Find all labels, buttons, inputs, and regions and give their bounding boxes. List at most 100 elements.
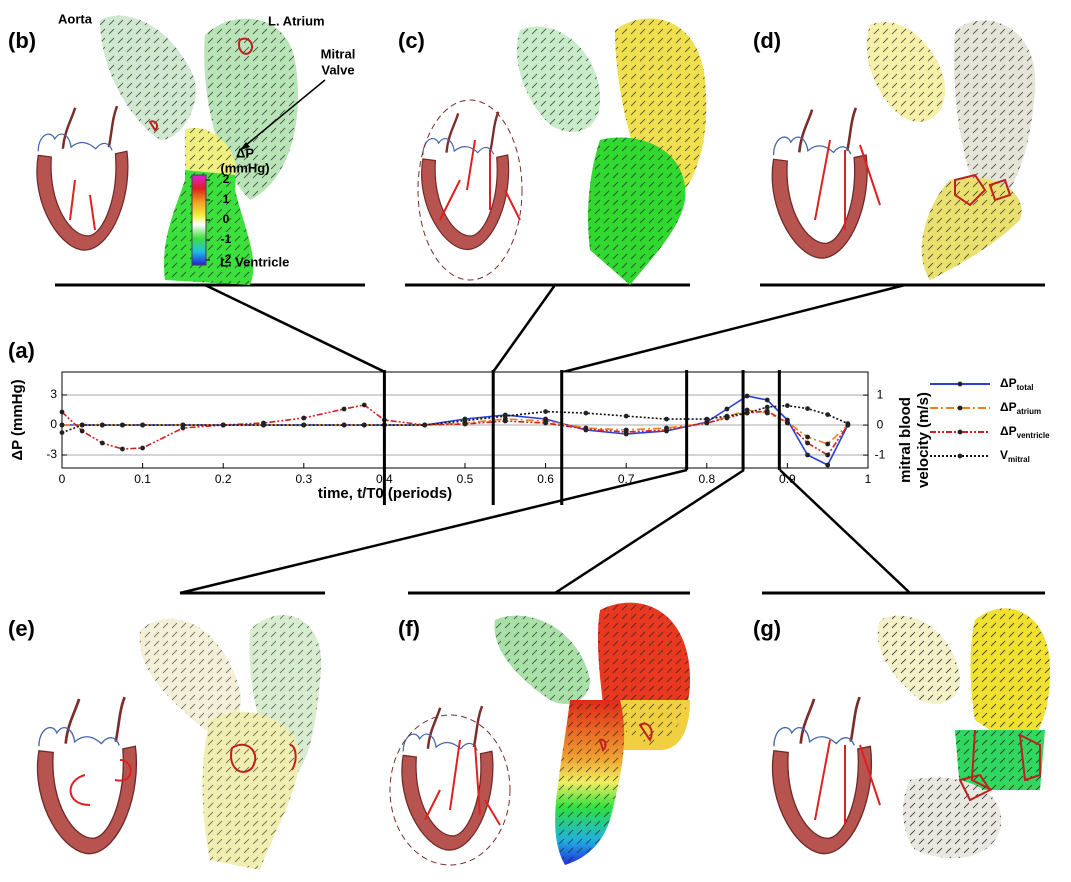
series-point	[503, 414, 508, 419]
series-point	[342, 407, 347, 412]
series-point	[845, 421, 850, 426]
x-tick-label: 0.2	[215, 472, 232, 486]
series-point	[584, 411, 589, 416]
panel-label: (b)	[8, 28, 36, 53]
legend-point	[958, 382, 963, 387]
colorbar-tick-label: 1	[223, 192, 230, 206]
series-point	[785, 403, 790, 408]
panel-label: (f)	[398, 616, 420, 641]
legend-point	[958, 406, 963, 411]
series-point	[301, 423, 306, 428]
series-point	[745, 394, 750, 399]
series-point	[342, 423, 347, 428]
series-point	[261, 423, 266, 428]
series-point	[785, 421, 790, 426]
series-point	[745, 411, 750, 416]
x-tick-label: 0.8	[698, 472, 715, 486]
colorbar-tick-label: -2	[221, 252, 232, 266]
legend-label: ΔPatrium	[1000, 400, 1041, 416]
series-point	[503, 419, 508, 424]
series-point	[463, 418, 468, 423]
series-point	[825, 463, 830, 468]
series-point	[80, 429, 85, 434]
annotation: Mitral	[321, 46, 356, 61]
series-point	[704, 417, 709, 422]
heart-schematic	[773, 697, 872, 854]
series-point	[584, 427, 589, 432]
series-point	[422, 423, 427, 428]
legend-sub: ventricle	[1017, 431, 1050, 440]
series-point	[362, 403, 367, 408]
series-point	[624, 414, 629, 419]
x-tick-label: 0.1	[134, 472, 151, 486]
x-tick-label: 0.5	[457, 472, 474, 486]
panel-label: (d)	[753, 28, 781, 53]
x-tick-label: 0.3	[295, 472, 312, 486]
series-point	[805, 453, 810, 458]
figure: (b) (c) (d) (e) (f) (g) (a) Aorta L. Atr…	[0, 0, 1071, 877]
series-point	[100, 423, 105, 428]
annotation: L. Atrium	[268, 13, 325, 28]
series-point	[543, 409, 548, 414]
colorbar-title: ΔP	[236, 145, 254, 160]
series-point	[100, 441, 105, 446]
legend-label: Vmitral	[1000, 448, 1030, 464]
heart-schematic	[422, 112, 509, 250]
series-point	[181, 423, 186, 428]
y-tick-label: -3	[46, 447, 57, 461]
colorbar-tick-label: -1	[221, 232, 232, 246]
legend-label: ΔPtotal	[1000, 376, 1034, 392]
heart-schematic	[37, 106, 128, 250]
series-point	[664, 417, 669, 422]
y-tick-label: 3	[50, 387, 57, 401]
x-tick-label: 1	[865, 472, 872, 486]
legend-point	[958, 430, 963, 435]
x-tick-label: 0.7	[618, 472, 635, 486]
y2-tick-label: 0	[877, 417, 884, 431]
y2-axis-label: velocity (m/s)	[915, 392, 932, 488]
legend-label: ΔPventricle	[1000, 424, 1050, 440]
y2-tick-label: 1	[877, 387, 884, 401]
series-point	[140, 446, 145, 451]
panel-label: (c)	[398, 28, 425, 53]
series-point	[825, 453, 830, 458]
legend-name: V	[1000, 448, 1008, 462]
series-point	[301, 416, 306, 421]
series-point	[624, 430, 629, 435]
series-point	[543, 421, 548, 426]
colorbar	[192, 175, 206, 265]
heart-schematic	[38, 697, 137, 854]
legend-sub: atrium	[1017, 407, 1041, 416]
series-point	[80, 423, 85, 428]
series-point	[140, 423, 145, 428]
series-point	[765, 405, 770, 410]
heart-schematic	[772, 108, 867, 258]
series-point	[725, 414, 730, 419]
legend-sub: mitral	[1008, 455, 1030, 464]
panel-label: (e)	[8, 616, 35, 641]
series-point	[60, 423, 65, 428]
heart-schematic	[402, 706, 493, 850]
series-point	[725, 407, 730, 412]
series-point	[120, 447, 125, 452]
series-point	[60, 410, 65, 415]
panel-label: (a)	[8, 338, 35, 363]
panel-label: (g)	[753, 616, 781, 641]
y-tick-label: 0	[50, 417, 57, 431]
x-tick-label: 0.6	[537, 472, 554, 486]
series-point	[805, 435, 810, 440]
legend-name: ΔP	[1000, 376, 1017, 390]
series-point	[60, 430, 65, 435]
legend-name: ΔP	[1000, 424, 1017, 438]
colorbar-tick-label: 2	[223, 172, 230, 186]
annotation: Valve	[321, 62, 354, 77]
series-point	[120, 423, 125, 428]
series-point	[362, 423, 367, 428]
annotation: Aorta	[58, 11, 93, 26]
series-point	[825, 442, 830, 447]
series-point	[805, 406, 810, 411]
series-point	[221, 423, 226, 428]
y2-tick-label: -1	[875, 447, 886, 461]
legend-name: ΔP	[1000, 400, 1017, 414]
x-tick-label: 0	[59, 472, 66, 486]
